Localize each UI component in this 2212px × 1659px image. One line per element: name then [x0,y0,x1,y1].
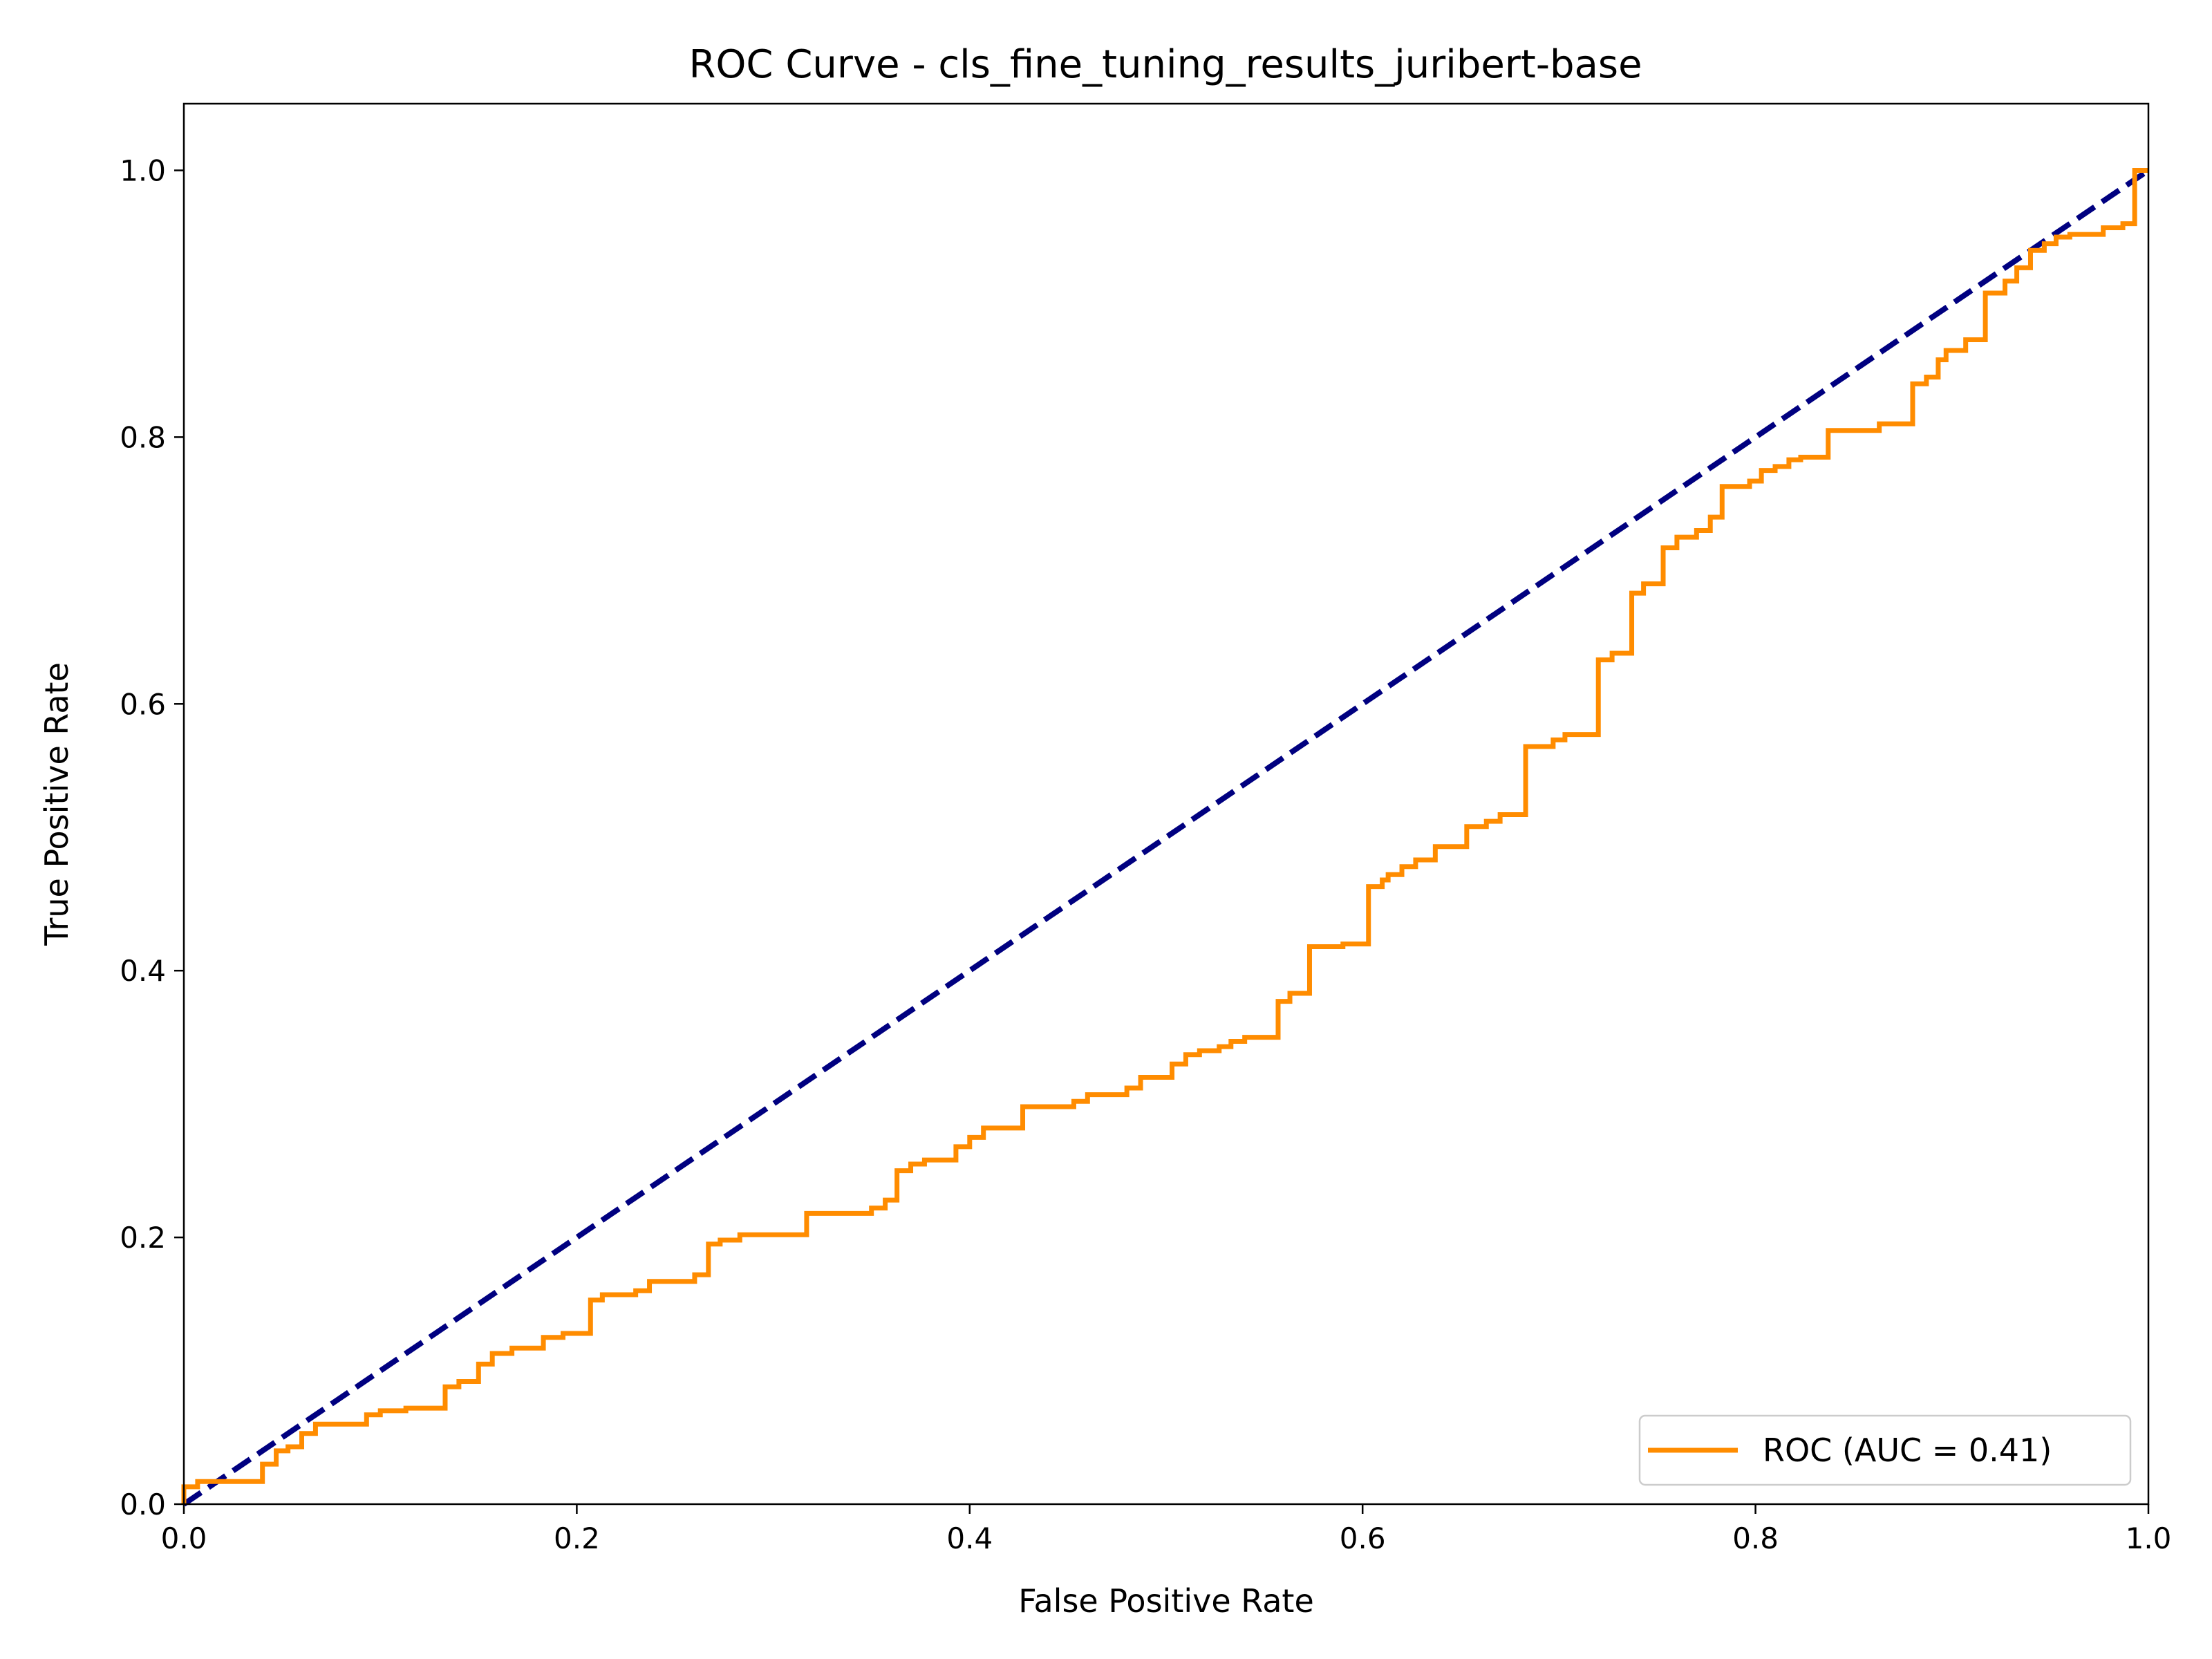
x-tick-label: 0.0 [161,1521,207,1555]
x-tick-label: 1.0 [2126,1521,2172,1555]
x-tick-label: 0.6 [1340,1521,1386,1555]
y-tick-label: 1.0 [120,153,166,187]
y-tick-label: 0.4 [120,954,166,988]
legend: ROC (AUC = 0.41) [1638,1414,2132,1486]
y-axis-ticks: 0.0 0.2 0.4 0.6 0.8 1.0 [120,153,184,1521]
x-axis-label: False Positive Rate [1018,1582,1314,1620]
legend-label-roc: ROC (AUC = 0.41) [1763,1432,2052,1469]
y-axis-label: True Positive Rate [38,662,75,946]
series-layer [181,167,2150,1507]
x-tick-label: 0.8 [1732,1521,1779,1555]
plot-frame [182,102,2150,1506]
plot-background [184,104,2148,1504]
chance-diagonal-line [182,168,2150,1507]
y-tick-label: 0.6 [120,687,166,721]
chart-title: ROC Curve - cls_fine_tuning_results_juri… [688,42,1642,87]
x-tick-label: 0.2 [554,1521,600,1555]
roc-curve-line [181,167,2148,1504]
legend-box [1638,1414,2132,1486]
y-tick-label: 0.2 [120,1221,166,1255]
y-tick-label: 0.8 [120,420,166,454]
y-tick-label: 0.0 [120,1488,166,1521]
x-tick-label: 0.4 [946,1521,993,1555]
x-axis-ticks: 0.0 0.2 0.4 0.6 0.8 1.0 [161,1504,2172,1555]
plot-area [181,102,2150,1507]
